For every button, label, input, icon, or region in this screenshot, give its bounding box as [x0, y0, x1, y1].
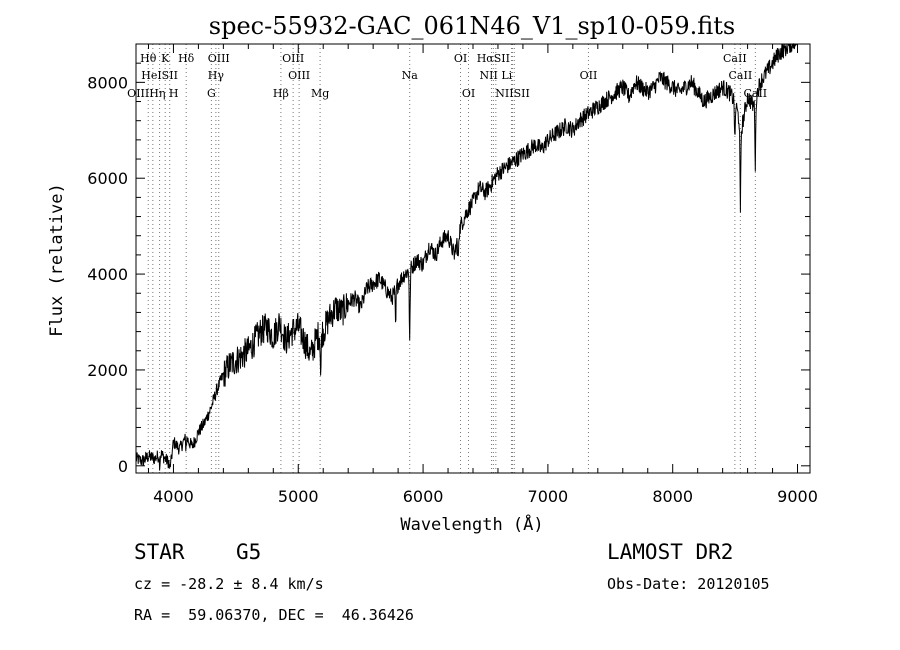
plot-frame: [135, 43, 811, 474]
line-label-13: OII: [580, 69, 598, 82]
line-label-1: K: [161, 52, 170, 65]
line-label-15: OIIIHη H: [127, 87, 178, 100]
line-label-7: CaII: [723, 52, 747, 65]
observation-date: Obs-Date: 20120105: [607, 575, 770, 593]
line-markers: [147, 44, 756, 473]
y-axis: 0 2000 4000 6000 8000: [87, 43, 810, 476]
object-subclass: G5: [236, 540, 262, 564]
x-tick-label: 5000: [278, 487, 319, 506]
line-label-4: OIII: [282, 52, 304, 65]
line-label-8: HeISII: [141, 69, 178, 82]
y-tick-label: 4000: [87, 265, 128, 284]
line-label-20: NIISII: [495, 87, 530, 100]
y-tick-label: 2000: [87, 361, 128, 380]
y-axis-label: Flux (relative): [47, 183, 67, 337]
chart-title: spec-55932-GAC_061N46_V1_sp10-059.fits: [209, 12, 735, 40]
spectrum-series-line: [135, 42, 798, 471]
line-label-18: Mg: [311, 87, 329, 100]
x-tick-label: 8000: [652, 487, 693, 506]
y-tick-label: 8000: [87, 73, 128, 92]
x-tick-label: 7000: [528, 487, 569, 506]
x-axis-label: Wavelength (Å): [400, 513, 543, 535]
y-tick-label: 0: [118, 457, 128, 476]
line-label-2: Hδ: [178, 52, 195, 65]
coordinates: RA = 59.06370, DEC = 46.36426: [134, 606, 414, 624]
x-tick-label: 4000: [153, 487, 194, 506]
line-label-0: Hθ: [140, 52, 157, 65]
survey-name: LAMOST DR2: [607, 540, 734, 564]
line-label-12: NII Li: [480, 69, 513, 82]
line-label-16: G: [207, 87, 216, 100]
object-class: STAR: [134, 540, 185, 564]
x-tick-label: 6000: [403, 487, 444, 506]
line-label-14: CaII: [729, 69, 753, 82]
line-labels: Hθ K Hδ OIII OIII OI HαSII CaII HeISII Hγ OIII Na NI…: [127, 52, 767, 100]
x-tick-label: 9000: [777, 487, 818, 506]
line-label-10: OIII: [288, 69, 310, 82]
line-label-19: OI: [462, 87, 475, 100]
line-label-17: Hβ: [273, 87, 289, 100]
line-label-6: HαSII: [477, 52, 510, 65]
y-tick-label: 6000: [87, 169, 128, 188]
line-label-11: Na: [402, 69, 419, 82]
x-axis: 4000 5000 6000 7000 8000 9000: [147, 44, 818, 506]
line-label-9: Hγ: [208, 69, 225, 82]
radial-velocity: cz = -28.2 ± 8.4 km/s: [134, 575, 324, 593]
line-label-5: OI: [454, 52, 467, 65]
line-label-3: OIII: [208, 52, 230, 65]
